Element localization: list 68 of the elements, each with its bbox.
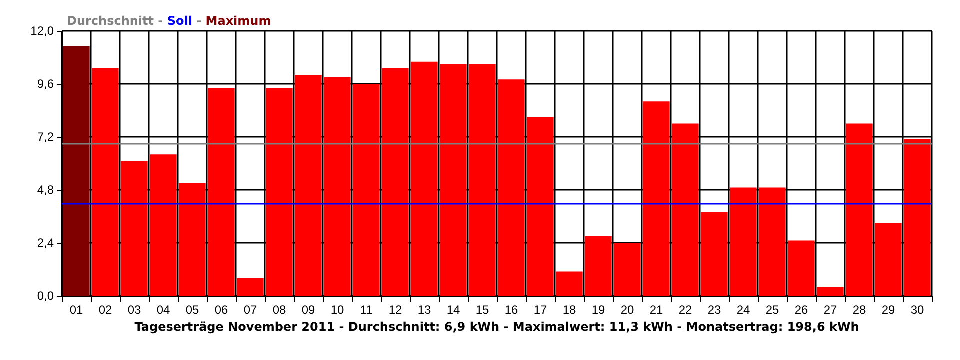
bar <box>382 68 409 296</box>
x-tick-label: 27 <box>824 303 838 317</box>
bar <box>904 139 931 296</box>
bar <box>585 236 612 296</box>
y-tick-label: 9,6 <box>37 77 54 91</box>
bar <box>92 68 119 296</box>
x-tick-label: 02 <box>98 303 112 317</box>
bar <box>817 287 844 296</box>
bar <box>179 183 206 296</box>
x-tick-label: 14 <box>446 303 460 317</box>
bar <box>411 62 438 296</box>
bar <box>759 188 786 296</box>
x-tick-label: 17 <box>534 303 548 317</box>
bar <box>440 64 467 296</box>
bar <box>788 240 815 296</box>
bar <box>672 124 699 296</box>
x-tick-label: 09 <box>302 303 316 317</box>
x-tick-label: 22 <box>678 303 692 317</box>
y-tick-label: 0,0 <box>37 289 54 303</box>
x-tick-label: 24 <box>736 303 750 317</box>
bar <box>353 84 380 296</box>
x-tick-label: 18 <box>562 303 576 317</box>
bar <box>324 77 351 296</box>
bar <box>875 223 902 296</box>
x-tick-label: 28 <box>852 303 866 317</box>
x-tick-label: 13 <box>418 303 432 317</box>
y-tick-label: 2,4 <box>37 236 54 250</box>
x-tick-label: 07 <box>244 303 258 317</box>
x-tick-label: 15 <box>476 303 490 317</box>
bar <box>701 212 728 296</box>
bar <box>846 124 873 296</box>
bar <box>498 80 525 296</box>
x-tick-label: 05 <box>186 303 200 317</box>
bar <box>643 102 670 296</box>
bar <box>237 278 264 296</box>
x-tick-label: 10 <box>330 303 344 317</box>
bar <box>266 88 293 296</box>
x-tick-label: 25 <box>766 303 780 317</box>
bar <box>208 88 235 296</box>
y-tick-label: 7,2 <box>37 130 54 144</box>
bar <box>150 154 177 296</box>
bar <box>295 75 322 296</box>
x-tick-label: 23 <box>708 303 722 317</box>
bar <box>556 272 583 296</box>
x-tick-label: 26 <box>794 303 808 317</box>
x-tick-label: 16 <box>504 303 518 317</box>
bar <box>63 46 90 296</box>
bar <box>469 64 496 296</box>
y-tick-label: 12,0 <box>30 24 54 38</box>
x-tick-label: 08 <box>272 303 286 317</box>
x-tick-label: 01 <box>70 303 84 317</box>
y-tick-label: 4,8 <box>37 183 54 197</box>
x-tick-label: 30 <box>910 303 924 317</box>
x-tick-label: 12 <box>388 303 402 317</box>
x-tick-label: 06 <box>214 303 228 317</box>
x-tick-label: 21 <box>650 303 664 317</box>
bar <box>730 188 757 296</box>
x-tick-label: 04 <box>156 303 170 317</box>
legend-title: Durchschnitt - Soll - Maximum <box>67 14 272 28</box>
x-tick-label: 20 <box>620 303 634 317</box>
x-tick-label: 03 <box>128 303 142 317</box>
bar <box>527 117 554 296</box>
x-tick-label: 19 <box>592 303 606 317</box>
x-tick-label: 11 <box>360 303 374 317</box>
x-tick-label: 29 <box>882 303 896 317</box>
bar <box>121 161 148 296</box>
x-axis-title: Tageserträge November 2011 - Durchschnitt: 6,9 kWh - Maximalwert: 11,3 kWh - Monatsertrag: 198,6 kWh <box>134 320 860 334</box>
bar <box>614 243 641 296</box>
